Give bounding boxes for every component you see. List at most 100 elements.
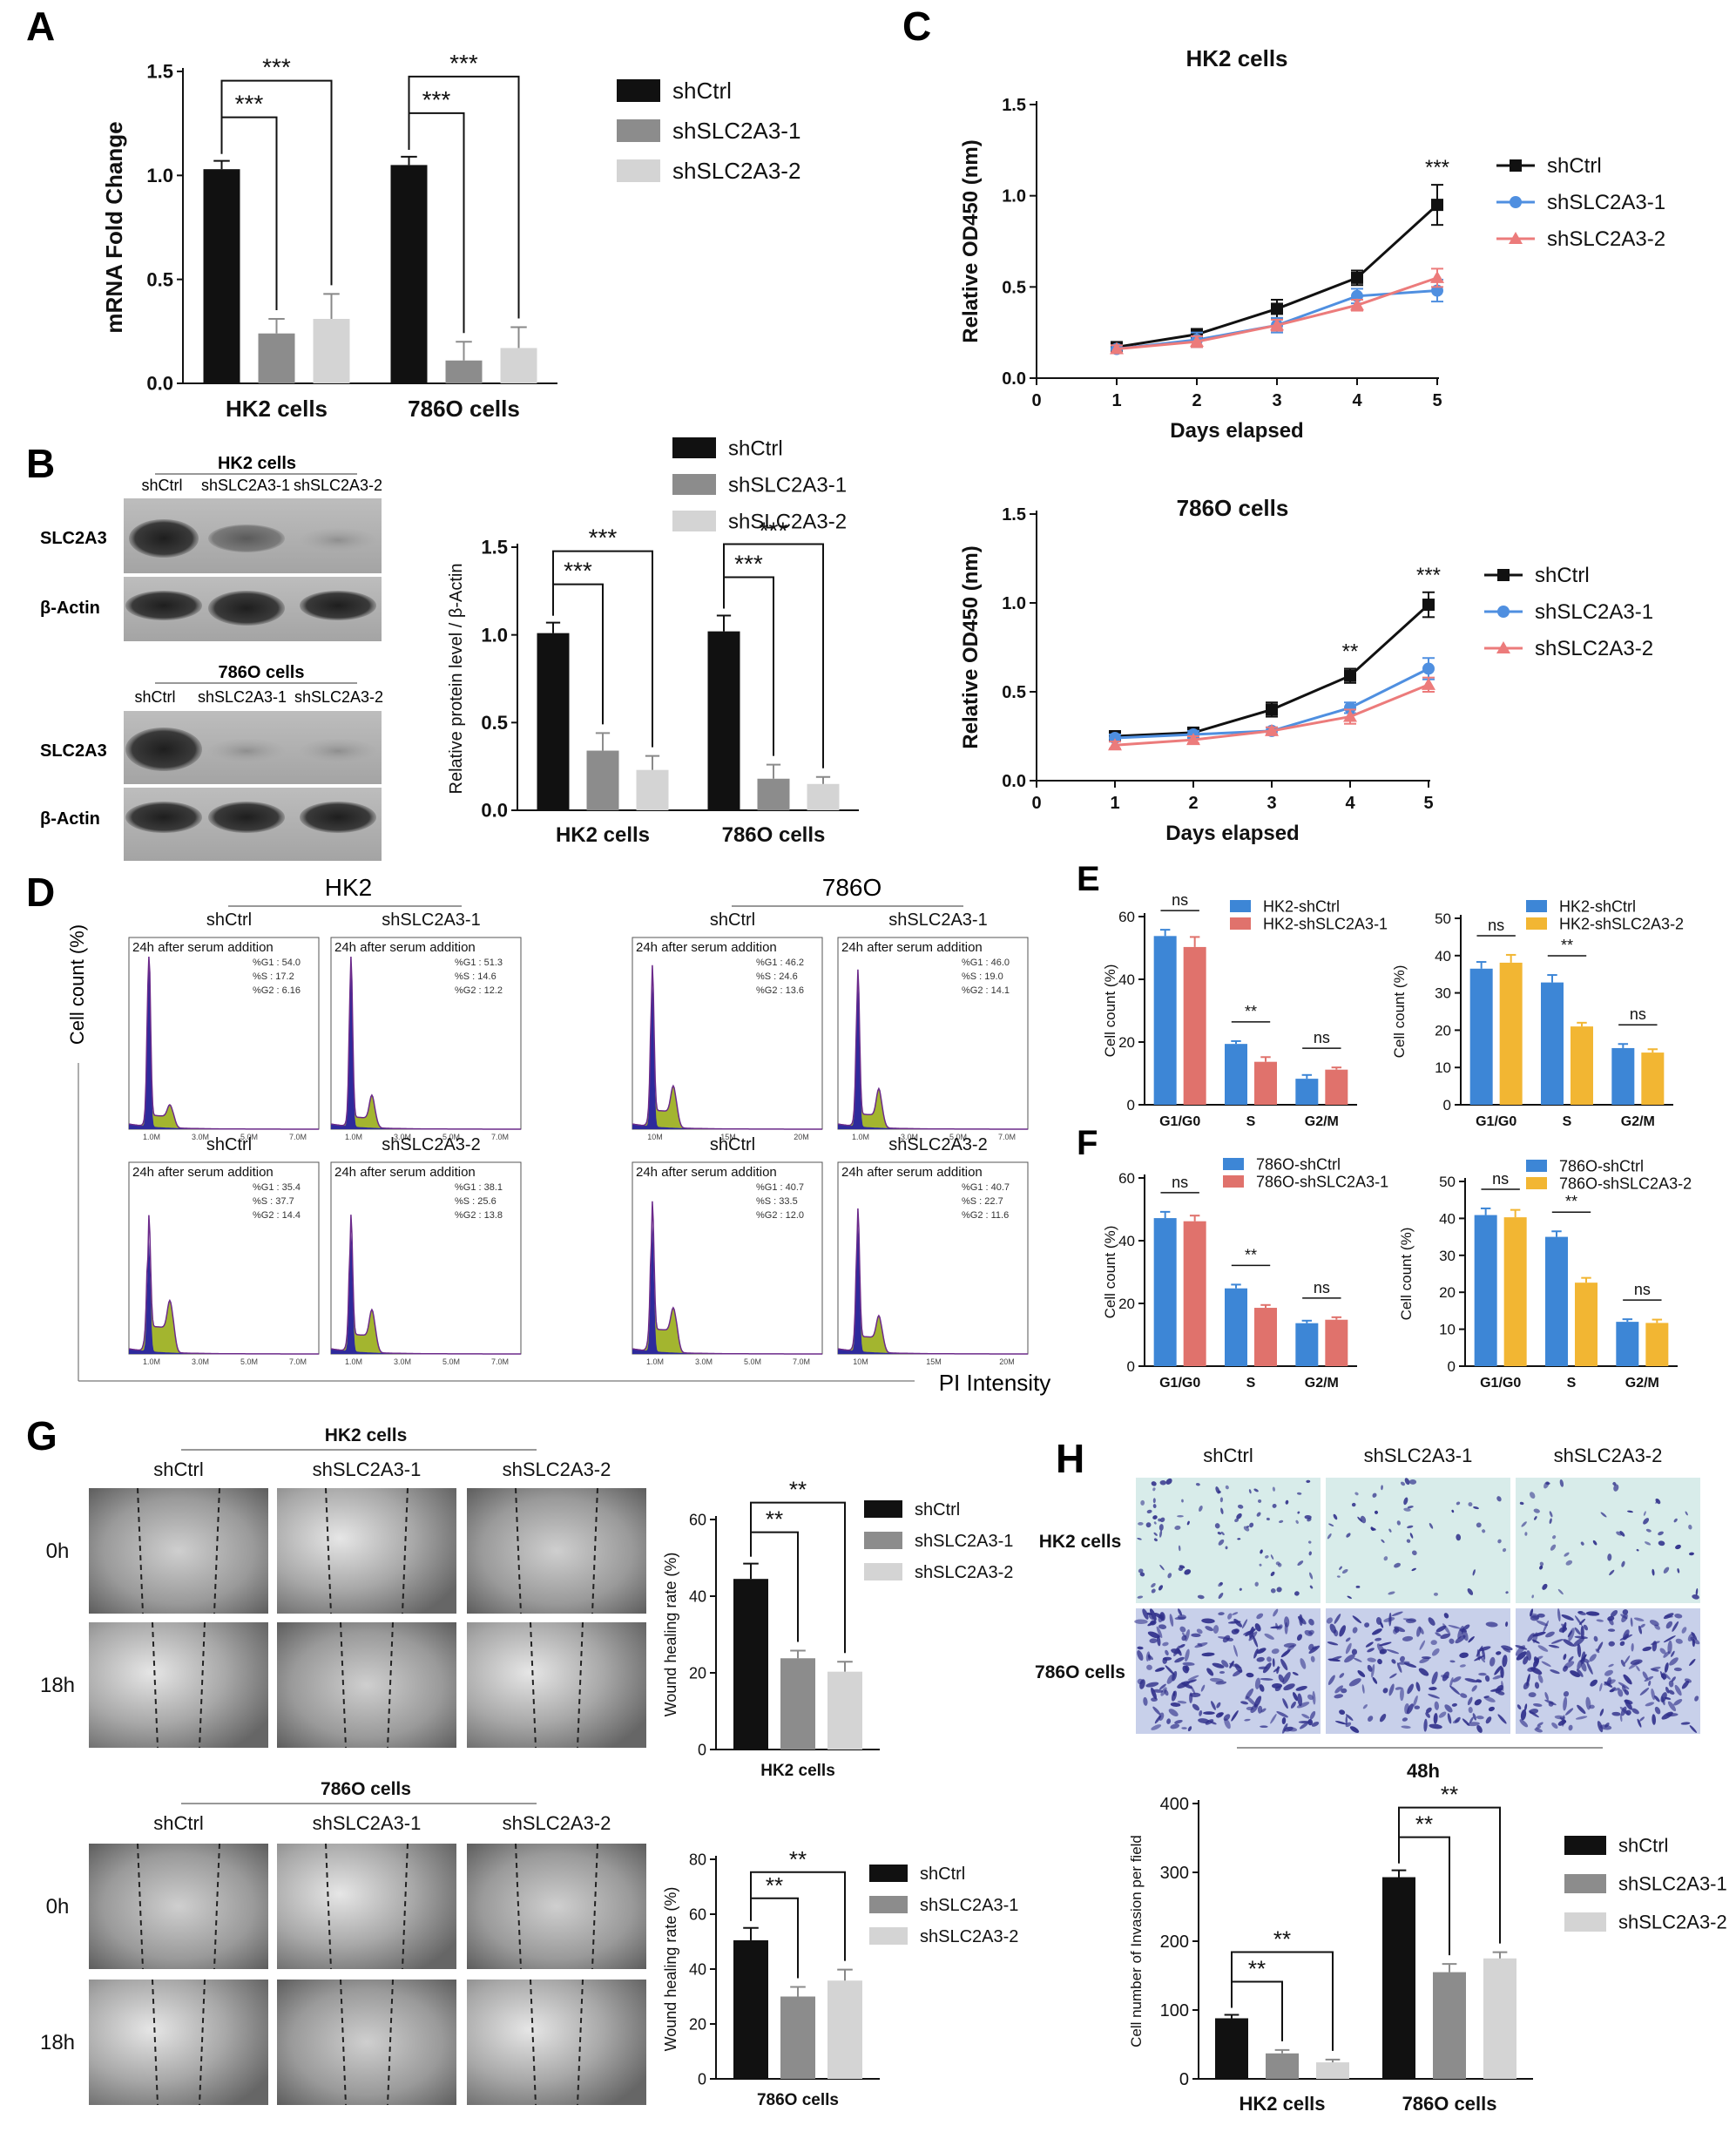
invasion-cell: [1585, 1696, 1591, 1710]
wound-edge: [530, 1621, 537, 1749]
invasion-cell: [1236, 1513, 1242, 1519]
bar: [203, 169, 240, 383]
invasion-cell: [1663, 1651, 1671, 1658]
invasion-cell: [1297, 1511, 1300, 1514]
flow-histogram: shCtrl 24h after serum addition %G1 : 40.7…: [632, 1135, 823, 1366]
invasion-cell: [1638, 1625, 1643, 1635]
charts: 0.0 0.5 1.0 1.5 mRNA Fold Change HK2 cells 786…: [101, 45, 1727, 2115]
wound-image: [467, 1488, 646, 1614]
flow-x-tick: 15M: [720, 1133, 736, 1141]
invasion-cell: [1630, 1617, 1633, 1628]
flow-outline: [632, 964, 822, 1130]
blot-row-actin: β-Actin: [40, 599, 100, 618]
invasion-cell: [1189, 1692, 1201, 1697]
invasion-cell: [1270, 1571, 1275, 1577]
invasion-cell: [1619, 1634, 1633, 1641]
invasion-cell: [1304, 1514, 1312, 1519]
flow-stat: %S : 17.2: [253, 971, 294, 982]
significance-label: ns: [1634, 1281, 1651, 1298]
significance-label: ***: [449, 50, 478, 77]
panel-letter-a: A: [26, 3, 55, 49]
invasion-cell: [1489, 1688, 1503, 1692]
invasion-cell: [1396, 1662, 1402, 1673]
flow-x-tick: 5.0M: [744, 1357, 761, 1366]
flow-stat: %G2 : 13.6: [756, 985, 804, 996]
flow-stat: %G1 : 38.1: [455, 1182, 503, 1193]
invasion-cell: [1575, 1716, 1588, 1720]
invasion-cell: [1665, 1686, 1670, 1694]
invasion-cell: [1552, 1535, 1557, 1540]
invasion-cell: [1301, 1714, 1310, 1719]
y-tick-label: 80: [689, 1851, 706, 1868]
invasion-cell: [1272, 1658, 1275, 1668]
invasion-cell: [1564, 1661, 1575, 1669]
invasion-cell: [1224, 1718, 1231, 1729]
invasion-cell: [1668, 1680, 1674, 1688]
invasion-cell: [1377, 1658, 1382, 1665]
legend-swatch: [672, 511, 716, 531]
panel-letter-b: B: [26, 441, 55, 486]
legend-swatch: [672, 474, 716, 495]
invasion-cell: [1645, 1541, 1652, 1546]
y-tick-label: 20: [1118, 1296, 1135, 1312]
invasion-cell: [1419, 1640, 1426, 1650]
invasion-cell: [1333, 1629, 1339, 1637]
invasion-cell: [1211, 1701, 1216, 1710]
invasion-cell: [1308, 1629, 1314, 1635]
invasion-cell: [1599, 1709, 1604, 1716]
invasion-cell: [1502, 1655, 1508, 1668]
significance-label: **: [1245, 1246, 1257, 1263]
significance-label: ns: [1314, 1029, 1330, 1046]
invasion-cell: [1140, 1499, 1145, 1506]
y-tick-label: 0: [1448, 1358, 1456, 1375]
invasion-cell: [1351, 1648, 1358, 1655]
invasion-cell: [1580, 1654, 1587, 1663]
invasion-cell: [1253, 1648, 1259, 1659]
invasion-cell: [1624, 1689, 1630, 1695]
invasion-cell: [1563, 1639, 1575, 1647]
x-tick-label: 5: [1423, 794, 1433, 813]
flow-group-786o: 786O: [822, 874, 882, 901]
y-axis-label: mRNA Fold Change: [101, 121, 127, 333]
invasion-cell: [1280, 1658, 1288, 1671]
invasion-cell: [1639, 1716, 1645, 1722]
invasion-cell: [1160, 1687, 1167, 1696]
invasion-cell: [1609, 1569, 1615, 1576]
invasion-cell: [1530, 1492, 1536, 1499]
invasion-cell: [1550, 1639, 1564, 1644]
legend-label: shSLC2A3-1: [915, 1532, 1013, 1551]
y-tick-label: 10: [1439, 1322, 1456, 1338]
invasion-cell: [1658, 1540, 1665, 1547]
band: [208, 525, 285, 552]
invasion-cell: [1488, 1706, 1495, 1712]
y-tick-label: 0: [698, 2070, 706, 2088]
invasion-cell: [1396, 1520, 1401, 1526]
invasion-cell: [1391, 1611, 1403, 1617]
significance-bracket: [408, 75, 520, 319]
invasion-cell: [1152, 1689, 1164, 1693]
legend-swatch: [1230, 917, 1251, 930]
x-tick-label: HK2 cells: [226, 396, 328, 422]
significance-label: **: [1441, 1782, 1458, 1808]
wound-image: [277, 1488, 456, 1614]
invasion-cell: [1270, 1587, 1276, 1594]
invasion-cell: [1375, 1616, 1382, 1625]
invasion-cell: [1563, 1696, 1568, 1711]
invasion-cell: [1367, 1648, 1375, 1653]
chart-title: HK2 cells: [1185, 45, 1287, 71]
invasion-cell: [1284, 1616, 1290, 1628]
invasion-cell: [1607, 1628, 1616, 1632]
invasion-cell: [1150, 1620, 1157, 1626]
invasion-cell: [1270, 1554, 1274, 1560]
invasion-cell: [1237, 1538, 1241, 1540]
y-tick-label: 10: [1435, 1059, 1451, 1076]
blot-title-786o: 786O cells: [219, 663, 305, 682]
flow-frame: [128, 937, 320, 1130]
invasion-cell: [1205, 1719, 1214, 1725]
chart-e1: 0 20 40 60 Cell count (%) G1/G0 S G2/M ns ** ns HK2…: [1102, 891, 1388, 1129]
invasion-cell: [1489, 1656, 1496, 1667]
invasion-cell: [1354, 1492, 1359, 1496]
invasion-cell: [1664, 1696, 1672, 1700]
flow-x-tick: 3.0M: [695, 1357, 713, 1366]
invasion-cell: [1652, 1714, 1657, 1725]
